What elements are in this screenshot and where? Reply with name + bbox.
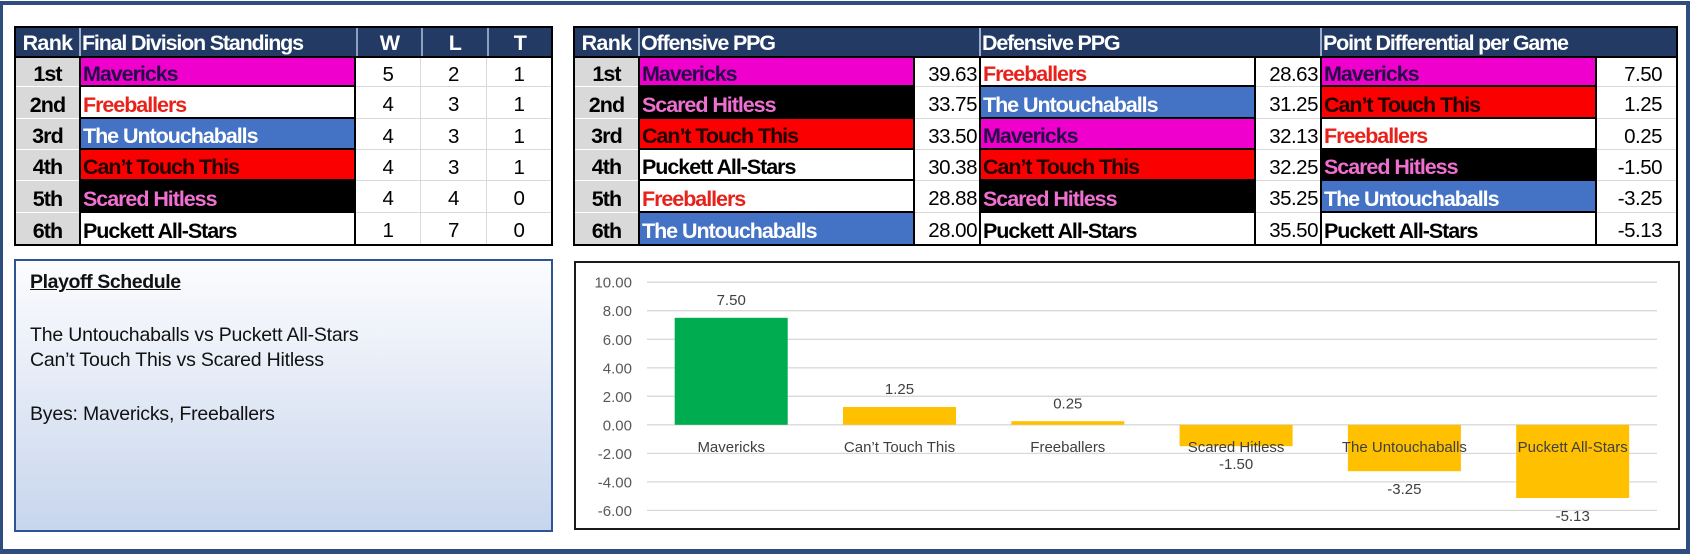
svg-text:-6.00: -6.00 [598,503,632,520]
svg-text:10.00: 10.00 [594,275,632,292]
svg-text:4.00: 4.00 [603,360,632,377]
svg-text:-1.50: -1.50 [1219,456,1253,473]
svg-text:0.00: 0.00 [603,417,632,434]
svg-text:1.25: 1.25 [885,381,914,398]
svg-text:Scared Hitless: Scared Hitless [1188,439,1285,456]
svg-text:2.00: 2.00 [603,389,632,406]
svg-text:6.00: 6.00 [603,332,632,349]
svg-text:Puckett All-Stars: Puckett All-Stars [1518,439,1628,456]
svg-text:-3.25: -3.25 [1387,481,1421,498]
svg-text:0.25: 0.25 [1053,395,1082,412]
svg-text:The Untouchaballs: The Untouchaballs [1342,439,1467,456]
svg-text:7.50: 7.50 [717,292,746,309]
svg-text:Freeballers: Freeballers [1030,439,1105,456]
svg-text:-2.00: -2.00 [598,446,632,463]
svg-text:Can’t Touch This: Can’t Touch This [844,439,955,456]
svg-text:-5.13: -5.13 [1556,508,1590,525]
svg-text:8.00: 8.00 [603,303,632,320]
svg-text:Mavericks: Mavericks [697,439,765,456]
svg-text:-4.00: -4.00 [598,474,632,491]
